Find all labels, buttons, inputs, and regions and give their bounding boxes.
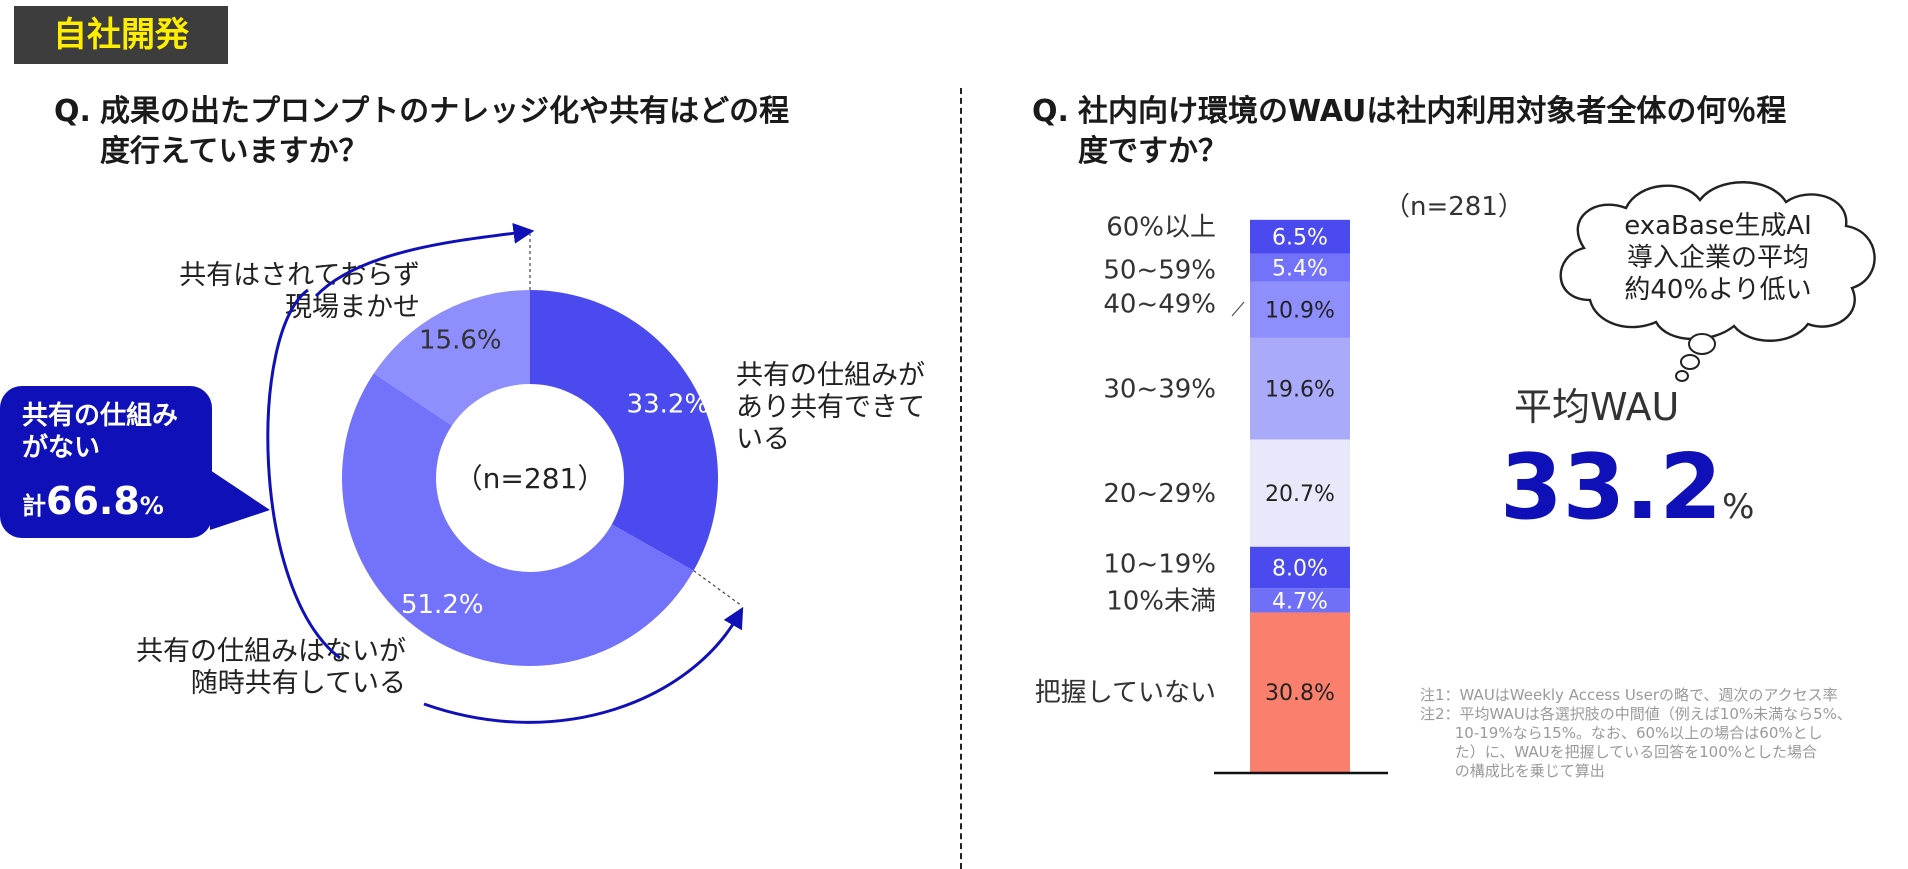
left-q-mark: Q.: [54, 94, 91, 129]
right-title-text: 社内向け環境のWAUは社内利用対象者全体の何％程 度ですか？: [1078, 92, 1786, 172]
cloud-text-line-2: 約40%より低い: [1624, 275, 1811, 305]
right-n-label: （n=281）: [1384, 192, 1524, 222]
leader-line-bottom: [693, 570, 743, 607]
donut-slice-1: [341, 373, 694, 667]
bar-value-label-0: 30.8%: [1265, 681, 1335, 706]
left-title-line1: 成果の出たプロンプトのナレッジ化や共有はどの程: [100, 94, 790, 129]
bar-segment-6: [1250, 253, 1350, 282]
bar-value-label-3: 20.7%: [1265, 482, 1335, 507]
note-2: 注2：平均WAUは各選択肢の中間値（例えば10%未満なら5%、: [1420, 705, 1852, 723]
bar-category-label-7: 60%以上: [1106, 213, 1216, 243]
callout-total-value: 66.8: [46, 479, 140, 523]
bar-value-label-2: 8.0%: [1272, 556, 1328, 581]
callout-total: 計66.8%: [22, 480, 164, 527]
bar-segment-5: [1250, 281, 1350, 338]
right-title-line2: 度ですか？: [1078, 134, 1228, 169]
callout-box: 共有の仕組み がない 計66.8%: [0, 386, 212, 538]
bar-category-label-1: 10%未満: [1106, 586, 1216, 616]
bar-segment-7: [1250, 219, 1350, 254]
callout-total-unit: %: [139, 492, 164, 520]
bar-value-label-4: 19.6%: [1265, 378, 1335, 403]
cloud-text-line-1: 導入企業の平均: [1627, 243, 1809, 273]
bar-category-label-3: 20~29%: [1103, 479, 1216, 509]
donut-value-label-2: 15.6%: [419, 325, 502, 355]
bar-segment-0: [1250, 612, 1350, 772]
left-title-line2: 度行えていますか？: [100, 134, 369, 169]
avg-wau-number: 33.2: [1500, 435, 1723, 540]
donut-n-label: （n=281）: [455, 462, 606, 495]
donut-category-label-1: 共有の仕組みはないが随時共有している: [136, 636, 406, 699]
thought-cloud-icon: [1559, 181, 1876, 342]
donut-category-label-2: 共有はされておらず現場まかせ: [179, 260, 420, 323]
bar-segment-4: [1250, 337, 1350, 440]
right-question-title: Q. 社内向け環境のWAUは社内利用対象者全体の何％程 度ですか？: [1032, 92, 1902, 176]
note-4: た）に、WAUを把握している回答を100%とした場合: [1420, 743, 1818, 761]
bracket-arc-left: [266, 288, 341, 660]
thought-bubble-2: [1680, 354, 1700, 370]
thought-bubble-1: [1688, 333, 1716, 355]
bar-category-label-5: 40~49%: [1103, 290, 1216, 320]
donut-slice-0: [530, 290, 718, 571]
donut-category-label-0: 共有の仕組みがあり共有できている: [736, 360, 925, 455]
bar-segment-3: [1250, 439, 1350, 547]
arrow-top-icon: [314, 222, 535, 298]
bar-category-label-2: 10~19%: [1103, 549, 1216, 579]
bar-value-label-7: 6.5%: [1272, 226, 1328, 251]
donut-slice-2: [373, 290, 530, 426]
section-tag: 自社開発: [14, 6, 228, 64]
donut-value-label-0: 33.2%: [627, 389, 710, 419]
callout-total-prefix: 計: [22, 492, 46, 520]
stacked-bar-chart: 30.8% 4.7% 8.0% 20.7% 19.6% 10.9% 5.4% 6.5% 把握して…: [1035, 213, 1388, 775]
bar-segment-1: [1250, 588, 1350, 613]
small-tick-mark: [1231, 301, 1245, 317]
donut-chart: 33.2% 51.2% 15.6% （n=281）: [341, 290, 718, 667]
bar-segment-2: [1250, 546, 1350, 589]
right-title-line1: 社内向け環境のWAUは社内利用対象者全体の何％程: [1078, 94, 1787, 129]
bar-value-label-6: 5.4%: [1272, 256, 1328, 281]
bar-category-label-4: 30~39%: [1103, 375, 1216, 405]
note-5: の構成比を乗じて算出: [1420, 762, 1605, 780]
callout-line2: がない: [22, 433, 101, 463]
left-question-title: Q. 成果の出たプロンプトのナレッジ化や共有はどの程 度行えていますか？: [54, 92, 934, 176]
bar-value-label-1: 4.7%: [1272, 589, 1328, 614]
note-1: 注1：WAUはWeekly Access Userの略で、週次のアクセス率: [1420, 686, 1838, 704]
footnotes: 注1：WAUはWeekly Access Userの略で、週次のアクセス率 注2…: [1420, 686, 1900, 781]
avg-wau-unit: %: [1722, 487, 1755, 527]
thought-bubble-3: [1675, 370, 1689, 382]
bar-category-label-0: 把握していない: [1035, 678, 1216, 708]
donut-value-label-1: 51.2%: [401, 590, 484, 620]
callout-pointer: [210, 470, 270, 530]
bar-value-label-5: 10.9%: [1265, 299, 1335, 324]
arrow-bottom-icon: [423, 606, 744, 724]
left-title-text: 成果の出たプロンプトのナレッジ化や共有はどの程 度行えていますか？: [100, 92, 789, 172]
avg-wau-label: 平均WAU: [1514, 385, 1680, 429]
right-q-mark: Q.: [1032, 94, 1069, 129]
center-divider: [960, 88, 962, 869]
callout-line1: 共有の仕組み: [22, 401, 179, 431]
avg-wau-value: 33.2%: [1500, 438, 1754, 538]
bar-category-label-6: 50~59%: [1103, 255, 1216, 285]
cloud-text-line-0: exaBase生成AI: [1624, 211, 1812, 241]
note-3: 10-19%なら15%。なお、60%以上の場合は60%とし: [1420, 724, 1823, 742]
